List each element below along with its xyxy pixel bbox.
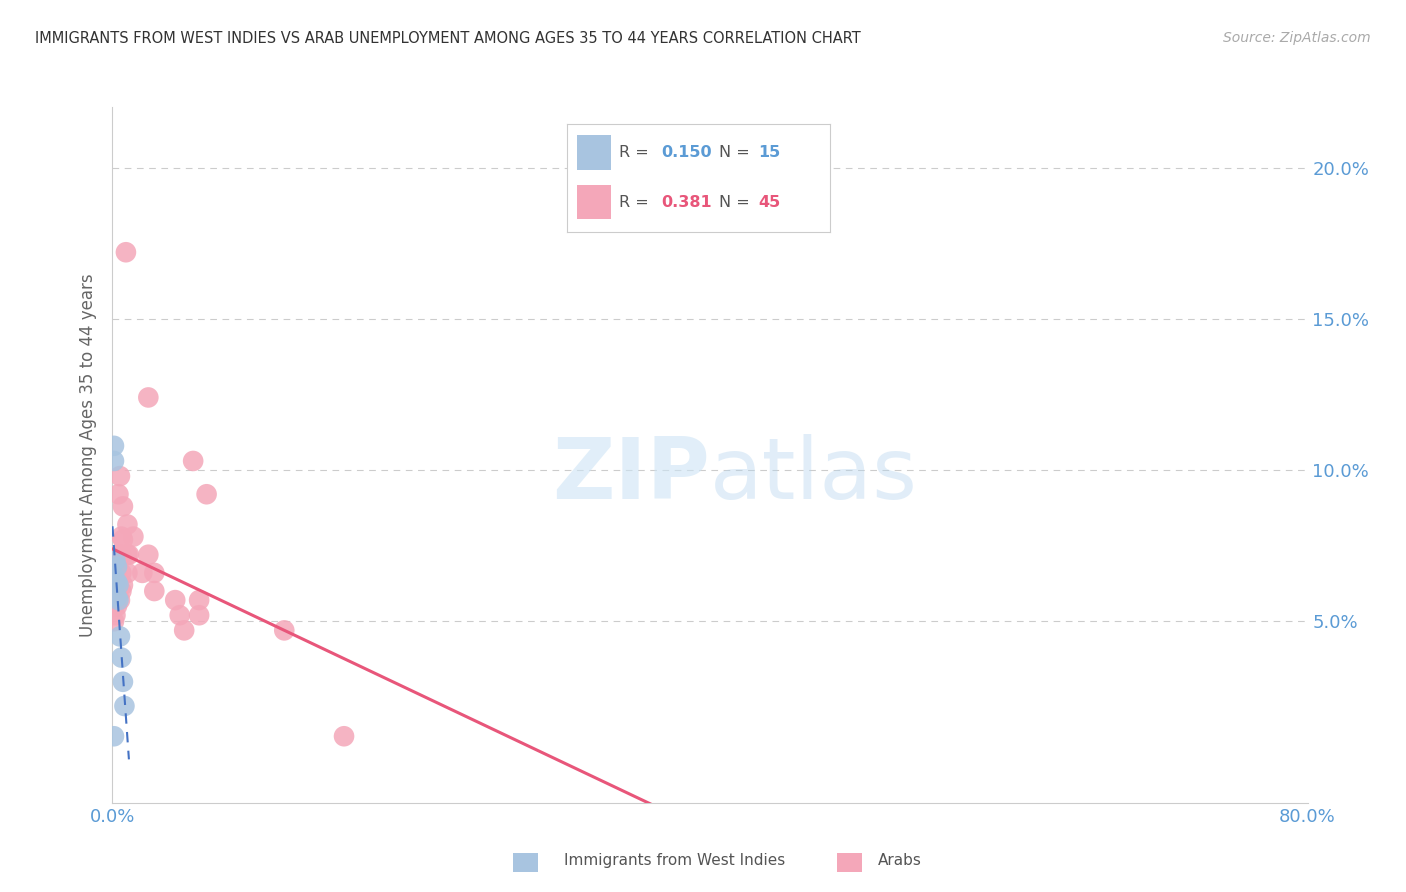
Point — [114, 698, 135, 713]
Point — [104, 608, 127, 623]
Point — [103, 454, 125, 468]
Point — [165, 593, 187, 607]
Point — [110, 548, 132, 562]
Point — [138, 391, 160, 405]
Point — [188, 608, 211, 623]
Text: Immigrants from West Indies: Immigrants from West Indies — [564, 854, 786, 868]
Text: ZIP: ZIP — [553, 434, 710, 517]
Point — [143, 566, 166, 580]
Point — [107, 578, 129, 592]
Point — [103, 615, 125, 629]
Point — [111, 578, 134, 592]
Point — [105, 574, 128, 589]
Point — [188, 593, 211, 607]
Point — [105, 590, 128, 604]
Point — [107, 593, 129, 607]
Point — [181, 454, 204, 468]
Point — [131, 566, 153, 580]
Point — [107, 578, 129, 592]
Point — [104, 554, 127, 568]
Point — [122, 530, 145, 544]
Y-axis label: Unemployment Among Ages 35 to 44 years: Unemployment Among Ages 35 to 44 years — [79, 273, 97, 637]
Point — [110, 530, 132, 544]
Point — [105, 584, 128, 599]
Point — [103, 569, 125, 583]
Point — [104, 569, 127, 583]
Point — [104, 584, 127, 599]
Point — [108, 548, 131, 562]
Point — [110, 566, 132, 580]
Point — [104, 578, 127, 592]
Text: Source: ZipAtlas.com: Source: ZipAtlas.com — [1223, 31, 1371, 45]
Point — [103, 439, 125, 453]
Point — [104, 593, 127, 607]
Point — [195, 487, 218, 501]
Point — [273, 624, 295, 638]
Point — [117, 566, 139, 580]
Point — [115, 245, 138, 260]
Point — [117, 548, 139, 562]
Point — [104, 574, 127, 589]
Point — [143, 584, 166, 599]
Point — [169, 608, 191, 623]
Point — [105, 566, 128, 580]
Point — [103, 729, 125, 743]
Text: atlas: atlas — [710, 434, 918, 517]
Point — [111, 533, 134, 547]
Point — [110, 584, 132, 599]
Point — [108, 593, 131, 607]
Point — [105, 559, 128, 574]
Point — [105, 599, 128, 614]
Point — [103, 599, 125, 614]
Point — [333, 729, 356, 743]
Text: Arabs: Arabs — [877, 854, 922, 868]
Point — [118, 548, 141, 562]
Point — [107, 487, 129, 501]
Point — [110, 650, 132, 665]
Point — [103, 584, 125, 599]
Point — [111, 500, 134, 514]
Point — [173, 624, 195, 638]
Point — [103, 569, 125, 583]
Text: IMMIGRANTS FROM WEST INDIES VS ARAB UNEMPLOYMENT AMONG AGES 35 TO 44 YEARS CORRE: IMMIGRANTS FROM WEST INDIES VS ARAB UNEM… — [35, 31, 860, 46]
Point — [117, 517, 139, 532]
Point — [111, 674, 134, 689]
Point — [138, 548, 160, 562]
Point — [107, 548, 129, 562]
Point — [108, 629, 131, 643]
Point — [108, 469, 131, 483]
